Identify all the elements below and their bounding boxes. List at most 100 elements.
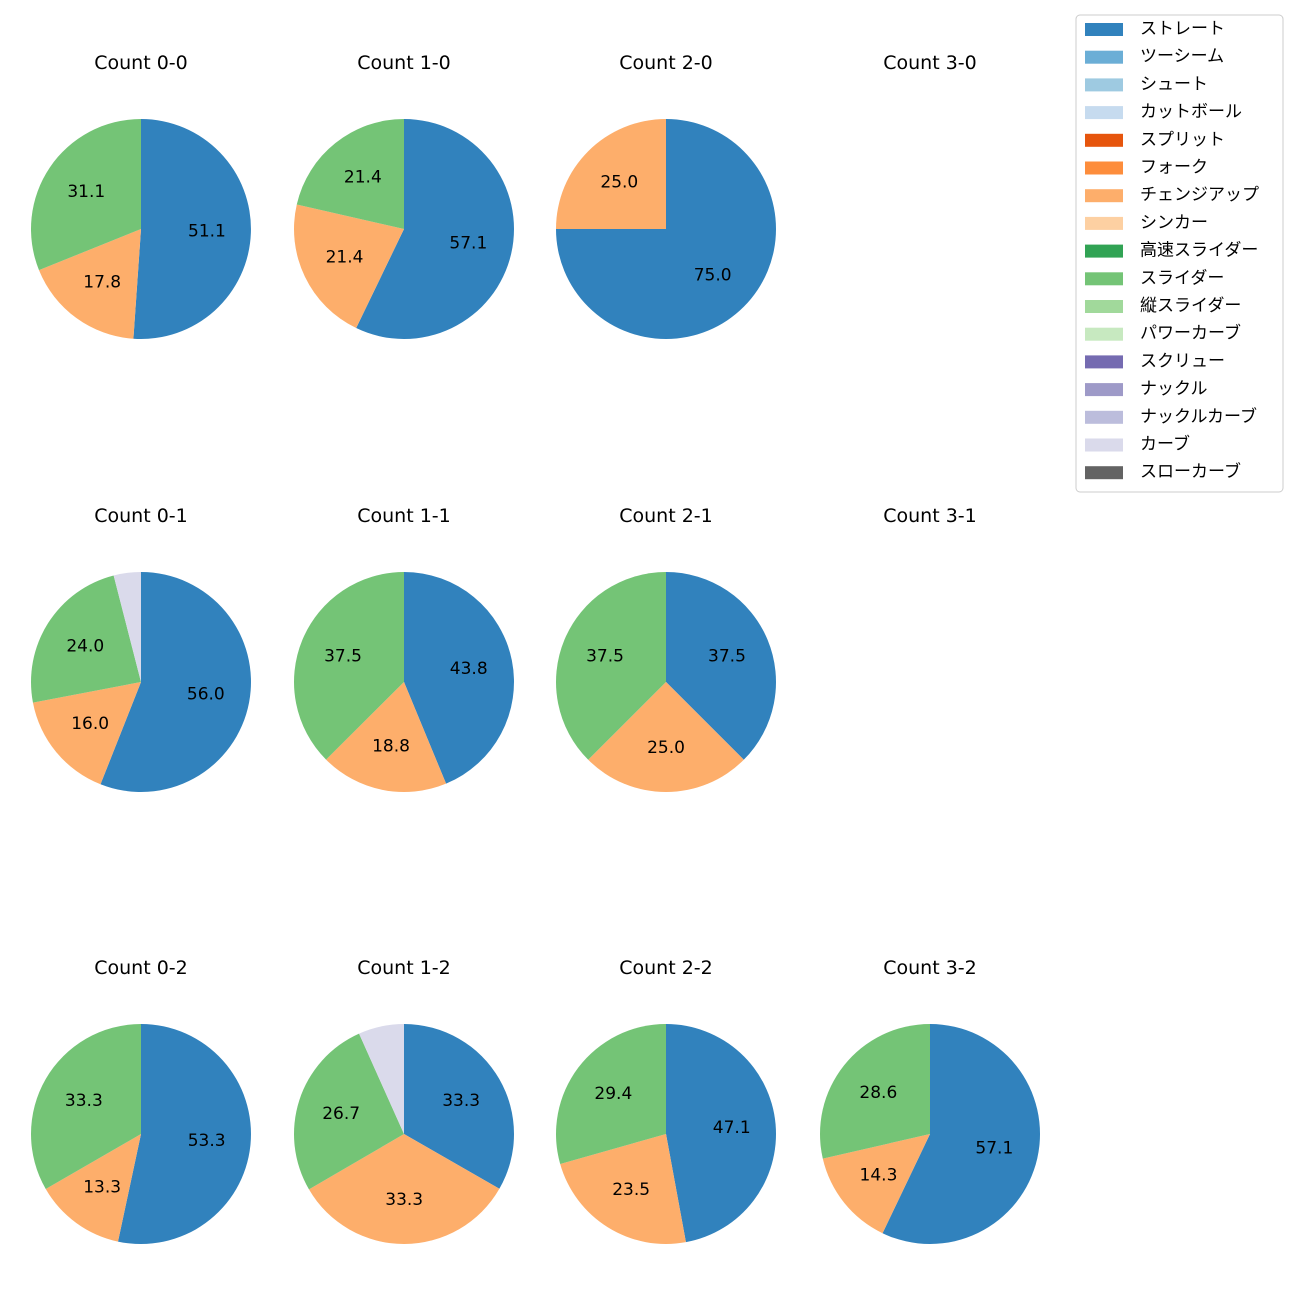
- panel-title: Count 2-2: [619, 957, 713, 979]
- legend-label: フォーク: [1140, 158, 1208, 178]
- legend-swatch: [1085, 355, 1123, 369]
- slice-label: 57.1: [449, 234, 487, 254]
- legend-swatch: [1085, 189, 1123, 203]
- pie-panel: Count 1-1 43.8 18.8 37.5: [294, 505, 514, 792]
- pie-slice: [822, 1134, 930, 1234]
- panel-title: Count 1-1: [357, 505, 451, 527]
- legend-label: スプリット: [1140, 130, 1225, 150]
- pie-slice: [882, 1024, 1041, 1244]
- legend-label: 縦スライダー: [1140, 296, 1241, 316]
- pie-slice: [326, 682, 447, 792]
- slice-label: 37.5: [708, 647, 746, 667]
- legend-item: スライダー: [1085, 268, 1224, 288]
- pie-slice: [296, 119, 404, 229]
- legend-swatch: [1085, 438, 1123, 452]
- pie-slice: [31, 1024, 142, 1189]
- legend-item: フォーク: [1085, 158, 1208, 178]
- pie-slice: [294, 204, 404, 329]
- pie-slice: [133, 119, 251, 339]
- slice-label: 33.3: [385, 1190, 423, 1210]
- legend-label: チェンジアップ: [1140, 185, 1259, 205]
- legend-frame: [1075, 14, 1284, 493]
- legend-items: ストレートツーシームシュートカットボールスプリットフォークチェンジアップシンカー…: [1085, 19, 1259, 482]
- legend-item: カーブ: [1085, 434, 1190, 455]
- legend-label: スローカーブ: [1140, 461, 1241, 482]
- pie-slice: [30, 119, 142, 271]
- slice-label: 31.1: [67, 182, 105, 202]
- slice-label: 23.5: [612, 1180, 650, 1200]
- pie-panel: Count 3-2 57.1 14.3 28.6: [819, 957, 1041, 1244]
- slice-label: 21.4: [326, 248, 364, 268]
- legend-label: カットボール: [1140, 102, 1242, 122]
- pie-panel: Count 1-2 33.3 33.3 26.7: [293, 957, 515, 1245]
- slice-label: 37.5: [586, 647, 624, 667]
- legend-swatch: [1085, 106, 1123, 120]
- panel-title: Count 3-1: [883, 505, 977, 527]
- pie-slice: [31, 575, 142, 703]
- slice-label: 56.0: [187, 684, 225, 704]
- pie-slice: [819, 1023, 930, 1159]
- legend-swatch: [1085, 410, 1123, 424]
- pie-slice: [560, 1134, 686, 1244]
- slice-label: 57.1: [975, 1139, 1013, 1159]
- legend-swatch: [1085, 272, 1123, 286]
- legend-item: ナックルカーブ: [1085, 406, 1257, 427]
- slice-label: 24.0: [66, 637, 104, 657]
- legend-item: ストレート: [1085, 19, 1225, 39]
- pie-slice: [45, 1134, 141, 1242]
- slice-label: 28.6: [859, 1083, 897, 1103]
- pie-panel: Count 3-1: [883, 505, 977, 527]
- legend-swatch: [1085, 161, 1123, 175]
- legend-item: ツーシーム: [1085, 47, 1224, 67]
- legend-swatch: [1085, 300, 1123, 313]
- pie-panel: Count 0-0 51.1 17.8 31.1: [30, 52, 251, 339]
- legend-swatch: [1085, 133, 1123, 147]
- legend-swatch: [1085, 466, 1123, 480]
- panel-title: Count 1-0: [357, 52, 451, 74]
- legend-label: ツーシーム: [1140, 47, 1224, 67]
- legend-label: シンカー: [1140, 213, 1208, 233]
- panel-title: Count 3-2: [883, 957, 977, 979]
- slice-label: 29.4: [594, 1084, 632, 1104]
- pie-panel: Count 0-1 56.0 16.0 24.0: [31, 505, 251, 792]
- slice-label: 25.0: [647, 738, 685, 758]
- pie-panel: Count 2-0 75.0 25.0: [556, 52, 776, 339]
- legend-label: 高速スライダー: [1140, 241, 1258, 261]
- slice-label: 53.3: [188, 1131, 226, 1151]
- panel-title: Count 0-1: [94, 505, 188, 527]
- pie-slice: [556, 572, 666, 760]
- legend-label: ナックル: [1140, 379, 1208, 399]
- slice-label: 75.0: [694, 266, 732, 286]
- legend-swatch: [1085, 383, 1123, 397]
- slice-label: 37.5: [324, 647, 362, 667]
- slice-label: 13.3: [83, 1177, 121, 1197]
- pie-slice: [113, 572, 141, 682]
- legend-label: スクリュー: [1140, 351, 1225, 371]
- legend-item: カットボール: [1085, 102, 1242, 122]
- pie-panel: Count 2-2 47.1 23.5 29.4: [556, 957, 777, 1244]
- legend-swatch: [1085, 78, 1123, 92]
- slice-label: 51.1: [188, 221, 226, 241]
- pie-slice: [359, 1024, 404, 1134]
- pie-slice: [38, 229, 142, 339]
- legend-swatch: [1085, 23, 1123, 36]
- legend-label: カーブ: [1140, 434, 1190, 455]
- pie-slice: [404, 572, 514, 784]
- panel-title: Count 0-0: [94, 52, 188, 74]
- pie-slice: [117, 1024, 251, 1244]
- slice-label: 17.8: [83, 272, 121, 292]
- legend: ストレートツーシームシュートカットボールスプリットフォークチェンジアップシンカー…: [1075, 14, 1284, 493]
- pie-panel: Count 0-2 53.3 13.3 33.3: [31, 957, 251, 1244]
- pie-slice: [356, 118, 515, 339]
- pie-slice: [293, 1033, 404, 1190]
- legend-swatch: [1085, 244, 1123, 258]
- legend-swatch: [1085, 327, 1123, 341]
- legend-item: 縦スライダー: [1085, 296, 1241, 316]
- legend-swatch: [1085, 50, 1123, 64]
- pie-slice: [666, 572, 776, 760]
- legend-item: スプリット: [1085, 130, 1225, 150]
- slice-label: 14.3: [860, 1165, 898, 1185]
- legend-item: スクリュー: [1085, 351, 1225, 371]
- pie-slice: [100, 572, 251, 792]
